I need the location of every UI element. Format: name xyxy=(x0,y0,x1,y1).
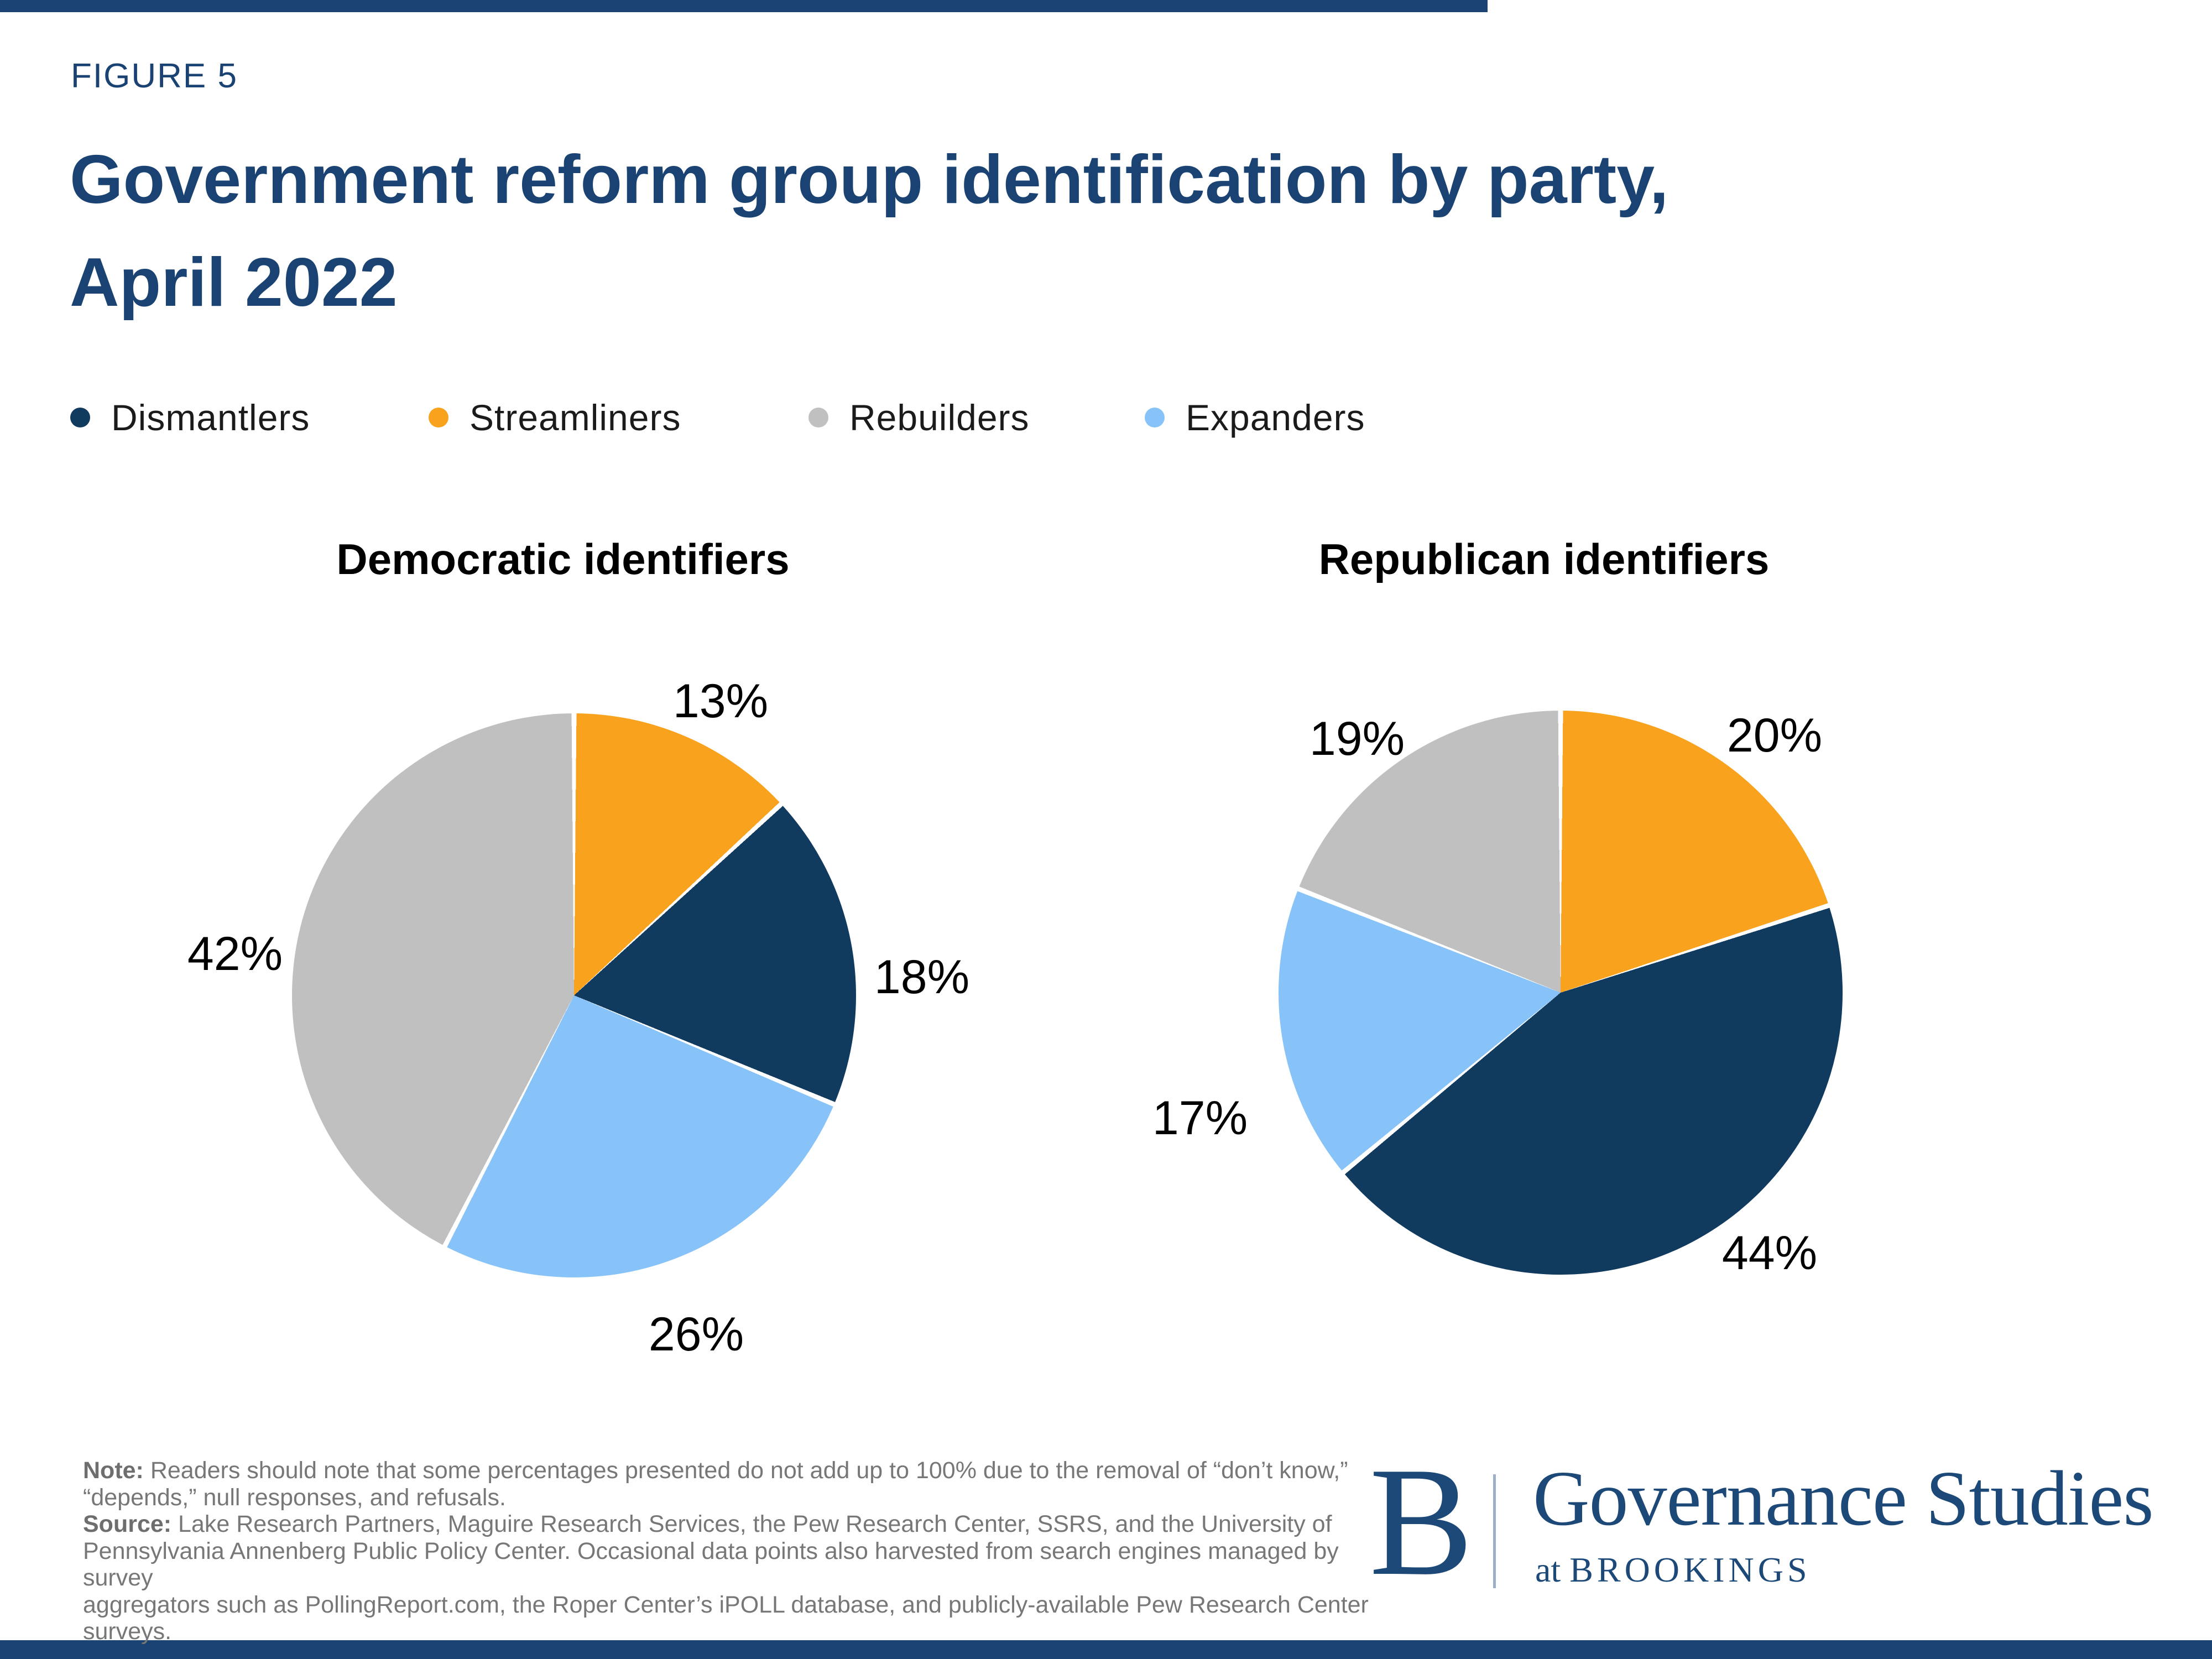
republican-chart-title: Republican identifiers xyxy=(1318,535,1770,583)
democratic-label-dismantlers: 18% xyxy=(874,951,970,1004)
legend-dot-streamliners-icon xyxy=(429,408,448,427)
legend-dot-rebuilders-icon xyxy=(808,408,828,427)
republican-pie-chart xyxy=(1279,711,1843,1275)
legend-label-dismantlers: Dismantlers xyxy=(111,397,310,438)
bottom-brand-rule xyxy=(0,1640,2212,1659)
note-line: surveys. xyxy=(83,1618,172,1645)
republican-label-dismantlers: 44% xyxy=(1721,1227,1818,1280)
note-source-block: Note: Readers should note that some perc… xyxy=(83,1457,1410,1645)
brookings-b-logo: B xyxy=(1369,1435,1474,1608)
republican-label-streamliners: 20% xyxy=(1726,709,1823,762)
note-line: Pennsylvania Annenberg Public Policy Cen… xyxy=(83,1537,1339,1592)
legend-item-streamliners: Streamliners xyxy=(429,393,681,442)
democratic-pie-chart xyxy=(292,713,856,1277)
legend-dot-dismantlers-icon xyxy=(70,408,90,427)
legend-item-expanders: Expanders xyxy=(1145,393,1365,442)
democratic-label-rebuilders: 42% xyxy=(187,927,283,980)
at-brookings-wordmark: at BROOKINGS xyxy=(1535,1550,1811,1589)
figure-number-label: FIGURE 5 xyxy=(71,57,238,95)
governance-studies-wordmark: Governance Studies xyxy=(1533,1454,2154,1542)
chart-main-title-line1: Government reform group identification b… xyxy=(70,142,1669,218)
democratic-chart-title: Democratic identifiers xyxy=(336,535,790,583)
note-line: Note: Readers should note that some perc… xyxy=(83,1457,1348,1484)
note-line: “depends,” null responses, and refusals. xyxy=(83,1484,506,1511)
legend-label-rebuilders: Rebuilders xyxy=(849,397,1030,438)
legend-label-streamliners: Streamliners xyxy=(469,397,681,438)
chart-main-title: Government reform group identification b… xyxy=(70,128,1668,334)
source-label: Source: xyxy=(83,1511,172,1537)
legend-dot-expanders-icon xyxy=(1145,408,1165,427)
democratic-label-streamliners: 13% xyxy=(672,675,769,728)
chart-main-title-line2: April 2022 xyxy=(70,244,398,321)
note-line: aggregators such as PollingReport.com, t… xyxy=(83,1591,1369,1618)
logo-divider xyxy=(1493,1474,1496,1588)
republican-label-rebuilders: 19% xyxy=(1309,712,1405,765)
note-line: Source: Lake Research Partners, Maguire … xyxy=(83,1511,1332,1537)
legend-item-rebuilders: Rebuilders xyxy=(808,393,1030,442)
legend-item-dismantlers: Dismantlers xyxy=(70,393,310,442)
democratic-label-expanders: 26% xyxy=(648,1308,744,1361)
republican-label-expanders: 17% xyxy=(1152,1092,1248,1145)
top-brand-rule xyxy=(0,0,1488,12)
note-label: Note: xyxy=(83,1457,144,1484)
legend-label-expanders: Expanders xyxy=(1186,397,1365,438)
